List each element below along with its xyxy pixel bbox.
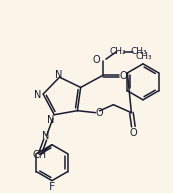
Text: CH₃: CH₃ <box>136 52 152 61</box>
Text: CH₂: CH₂ <box>109 47 126 56</box>
Text: N: N <box>47 115 54 125</box>
Text: N: N <box>42 131 49 141</box>
Text: CH: CH <box>33 150 47 160</box>
Text: O: O <box>130 128 137 138</box>
Text: O: O <box>95 108 103 118</box>
Text: CH₃: CH₃ <box>130 47 147 56</box>
Text: O: O <box>120 71 128 81</box>
Text: O: O <box>93 56 101 65</box>
Text: F: F <box>49 182 55 192</box>
Text: N: N <box>55 70 62 80</box>
Text: N: N <box>34 90 41 100</box>
